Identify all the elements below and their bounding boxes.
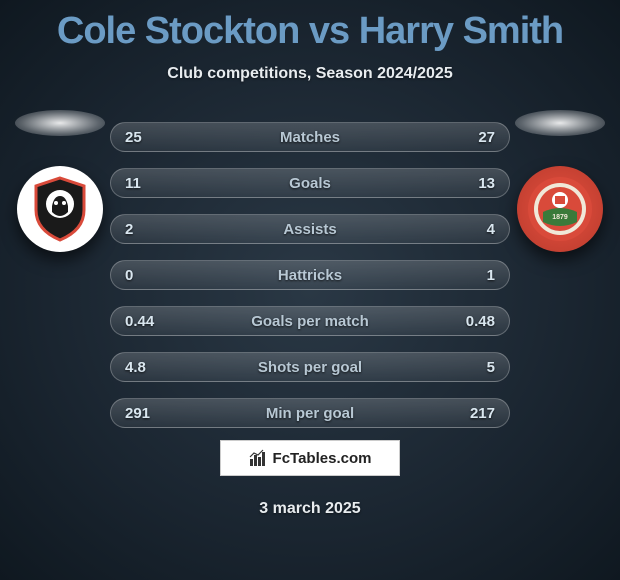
stat-row: 2 Assists 4 [110,214,510,244]
stat-value-left: 0 [125,267,173,284]
chart-icon [249,449,267,467]
stat-row: 4.8 Shots per goal 5 [110,352,510,382]
stat-value-right: 5 [447,359,495,376]
club-badge-left [17,166,103,252]
stat-value-left: 4.8 [125,359,173,376]
stat-value-left: 291 [125,405,173,422]
stat-value-right: 1 [447,267,495,284]
stat-value-left: 25 [125,129,173,146]
stat-value-left: 2 [125,221,173,238]
stat-label: Min per goal [266,405,354,422]
stat-value-right: 217 [447,405,495,422]
stat-row: 11 Goals 13 [110,168,510,198]
stat-label: Hattricks [278,267,342,284]
player-right-column: 1879 [515,110,605,252]
stat-value-left: 0.44 [125,313,173,330]
crest-icon: 1879 [525,174,595,244]
stat-row: 0.44 Goals per match 0.48 [110,306,510,336]
spotlight-left [15,110,105,136]
brand-box[interactable]: FcTables.com [220,440,400,476]
stats-table: 25 Matches 27 11 Goals 13 2 Assists 4 0 Hattricks 1… [110,122,510,444]
spotlight-right [515,110,605,136]
stat-value-right: 4 [447,221,495,238]
stat-row: 0 Hattricks 1 [110,260,510,290]
stat-value-left: 11 [125,175,173,192]
stat-row: 25 Matches 27 [110,122,510,152]
stat-row: 291 Min per goal 217 [110,398,510,428]
club-badge-right: 1879 [517,166,603,252]
stat-label: Shots per goal [258,359,362,376]
page-title: Cole Stockton vs Harry Smith [0,0,620,53]
svg-text:1879: 1879 [552,214,568,221]
stat-value-right: 13 [447,175,495,192]
stat-label: Matches [280,129,340,146]
shield-icon [30,176,90,242]
date-label: 3 march 2025 [0,500,620,518]
stat-value-right: 27 [447,129,495,146]
player-left-column [15,110,105,252]
stat-label: Goals per match [251,313,369,330]
brand-text: FcTables.com [273,450,372,467]
stat-label: Assists [283,221,336,238]
stat-value-right: 0.48 [447,313,495,330]
subtitle: Club competitions, Season 2024/2025 [0,65,620,83]
stat-label: Goals [289,175,331,192]
